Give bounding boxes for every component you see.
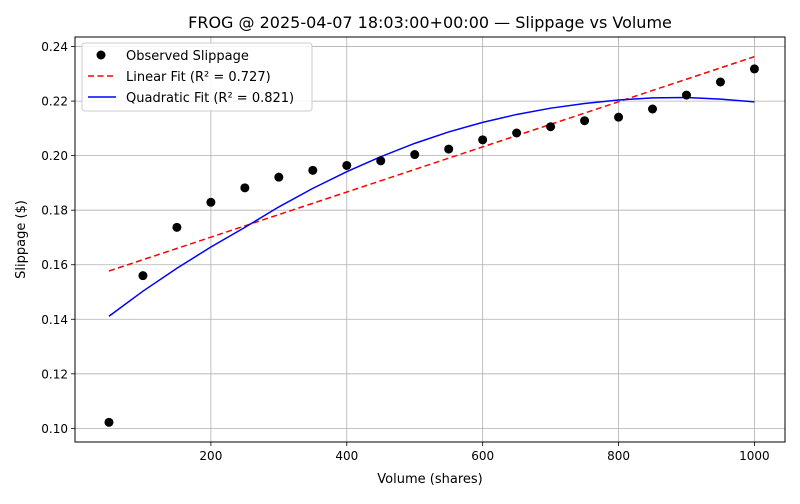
observed-point: [376, 156, 386, 166]
observed-point: [512, 128, 522, 138]
x-tick-label: 800: [607, 449, 630, 463]
y-tick-label: 0.20: [41, 149, 68, 163]
y-axis-label: Slippage ($): [14, 200, 29, 279]
observed-point: [681, 90, 691, 100]
x-tick-label: 600: [471, 449, 494, 463]
chart-title: FROG @ 2025-04-07 18:03:00+00:00 — Slipp…: [188, 13, 672, 32]
legend-marker-observed: [96, 50, 106, 60]
legend-label-quadratic: Quadratic Fit (R² = 0.821): [126, 91, 294, 106]
y-tick-label: 0.14: [41, 313, 68, 327]
observed-point: [648, 104, 658, 114]
plot-frame: [74, 36, 786, 443]
observed-point: [749, 64, 759, 74]
tick-layer: 200 400 600 800 1000 0.10 0.12 0.14 0.16 0.18 0.20…: [41, 40, 769, 463]
observed-point: [206, 197, 216, 207]
observed-point: [478, 135, 488, 145]
observed-point: [104, 417, 114, 427]
observed-point: [580, 116, 590, 126]
y-tick-label: 0.24: [41, 40, 68, 54]
legend-label-observed: Observed Slippage: [126, 49, 249, 64]
observed-point: [274, 172, 284, 182]
observed-point: [614, 112, 624, 122]
x-tick-label: 400: [335, 449, 358, 463]
legend-label-linear: Linear Fit (R² = 0.727): [126, 70, 271, 85]
legend: Observed Slippage Linear Fit (R² = 0.727…: [81, 42, 313, 112]
quadratic-fit-line: [108, 96, 755, 317]
observed-point: [308, 165, 318, 175]
y-tick-label: 0.18: [41, 204, 68, 218]
x-tick-label: 200: [199, 449, 222, 463]
x-axis-label: Volume (shares): [377, 472, 482, 487]
observed-point: [410, 150, 420, 160]
observed-point: [342, 160, 352, 170]
y-tick-label: 0.16: [41, 258, 68, 272]
legend-frame: [81, 42, 313, 112]
y-tick-label: 0.10: [41, 422, 68, 436]
y-tick-label: 0.22: [41, 95, 68, 109]
observed-point: [172, 222, 182, 232]
observed-point: [240, 183, 250, 193]
x-tick-label: 1000: [739, 449, 770, 463]
series-layer: [104, 55, 759, 427]
observed-point: [715, 77, 725, 87]
observed-point: [138, 271, 148, 281]
observed-point: [444, 144, 454, 154]
observed-point: [546, 122, 556, 132]
y-tick-label: 0.12: [41, 367, 68, 381]
